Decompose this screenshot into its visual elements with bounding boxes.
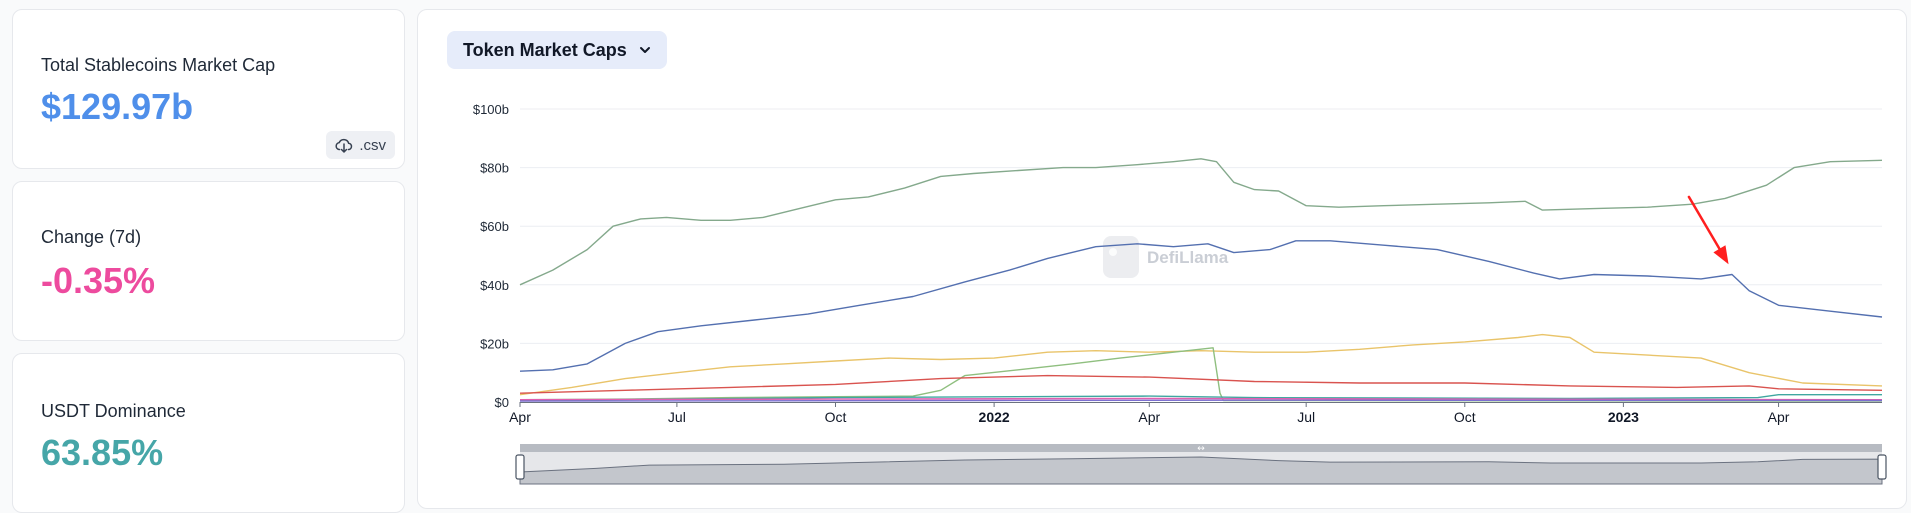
defillama-watermark: DefiLlama bbox=[1103, 236, 1229, 278]
chart-type-dropdown[interactable]: Token Market Caps bbox=[447, 31, 667, 69]
brush-area bbox=[519, 456, 1883, 485]
annotation-arrow-shaft bbox=[1687, 195, 1721, 251]
series-line-4 bbox=[519, 347, 1883, 402]
y-tick-label: $100b bbox=[473, 102, 509, 117]
x-tick-label: Apr bbox=[1138, 409, 1160, 425]
series-line-3 bbox=[519, 333, 1883, 396]
series-line-7 bbox=[519, 397, 1883, 401]
market-cap-chart: DefiLlama $0 $20b $40b $60b $80b $100b Apr Jul O… bbox=[473, 102, 1887, 485]
usdt-dominance-label: USDT Dominance bbox=[41, 401, 186, 421]
y-tick-label: $80b bbox=[480, 161, 509, 176]
total-market-cap-value: $129.97b bbox=[41, 86, 194, 127]
stat-card-change: Change (7d) -0.35% bbox=[12, 181, 405, 341]
brush-move-handle[interactable]: ↔ bbox=[1197, 444, 1205, 454]
series-line-2 bbox=[519, 240, 1883, 372]
csv-download-button[interactable]: .csv bbox=[326, 131, 395, 159]
x-tick-label: Apr bbox=[1768, 409, 1790, 425]
total-market-cap-label: Total Stablecoins Market Cap bbox=[41, 55, 276, 75]
series-line-1 bbox=[519, 158, 1883, 286]
series-line-8 bbox=[519, 399, 1883, 402]
change-7d-label: Change (7d) bbox=[41, 227, 142, 247]
stat-card-dominance: USDT Dominance 63.85% bbox=[12, 353, 405, 513]
cloud-download-icon bbox=[335, 138, 353, 153]
y-tick-label: $60b bbox=[480, 219, 509, 234]
x-tick-label: Jul bbox=[1297, 409, 1315, 425]
x-tick-label: 2023 bbox=[1608, 409, 1639, 425]
chart-type-dropdown-label: Token Market Caps bbox=[463, 39, 627, 60]
chart-panel: Token Market Caps bbox=[417, 9, 1907, 509]
series-line-5 bbox=[519, 374, 1883, 394]
annotation-arrow-head bbox=[1713, 245, 1729, 265]
chevron-down-icon bbox=[639, 47, 650, 53]
x-tick-label: Oct bbox=[825, 409, 847, 425]
change-7d-value: -0.35% bbox=[41, 260, 156, 301]
csv-download-label: .csv bbox=[359, 136, 386, 154]
brush-top-bar bbox=[520, 444, 1882, 452]
date-range-brush[interactable]: ↔ bbox=[515, 444, 1887, 485]
brush-left-handle[interactable] bbox=[515, 454, 525, 480]
x-tick-label: Apr bbox=[509, 409, 531, 425]
x-tick-label: Oct bbox=[1454, 409, 1476, 425]
watermark-text: DefiLlama bbox=[1147, 248, 1229, 267]
series-line-6 bbox=[519, 394, 1882, 402]
y-tick-label: $20b bbox=[480, 336, 509, 351]
stat-card-total: Total Stablecoins Market Cap $129.97b .c… bbox=[12, 9, 405, 169]
x-tick-label: Jul bbox=[668, 409, 686, 425]
y-tick-label: $40b bbox=[480, 278, 509, 293]
usdt-dominance-value: 63.85% bbox=[41, 432, 164, 473]
x-tick-label: 2022 bbox=[979, 409, 1010, 425]
brush-right-handle[interactable] bbox=[1877, 454, 1887, 480]
y-tick-label: $0 bbox=[495, 395, 509, 410]
